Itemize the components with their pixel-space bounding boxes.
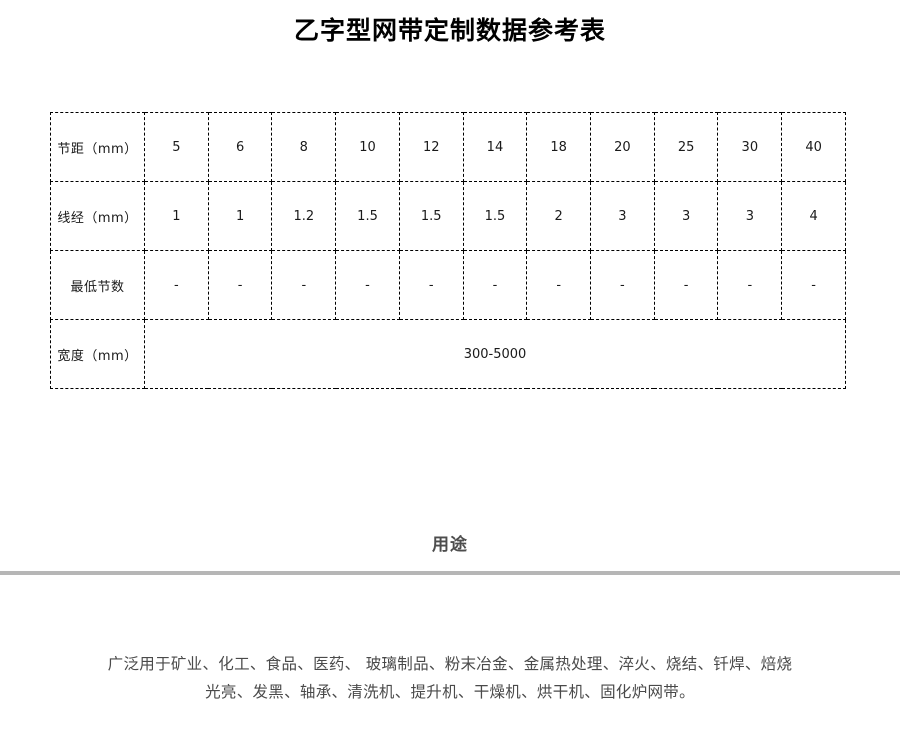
cell-pitch-9: 30: [717, 112, 783, 182]
row-label-wire-diameter: 线经（mm）: [50, 181, 145, 251]
cell-pitch-6: 18: [526, 112, 592, 182]
cell-pitch-7: 20: [590, 112, 655, 182]
row-label-pitch: 节距（mm）: [50, 112, 145, 182]
cell-pitch-5: 14: [462, 112, 528, 182]
usage-line-2: 光亮、发黑、轴承、清洗机、提升机、干燥机、烘干机、固化炉网带。: [205, 683, 695, 701]
cell-minsec-3: -: [335, 250, 400, 320]
cell-minsec-9: -: [717, 250, 783, 320]
cell-wire-2: 1.2: [271, 181, 337, 251]
cell-pitch-8: 25: [653, 112, 719, 182]
cell-pitch-10: 40: [781, 112, 846, 182]
cell-wire-5: 1.5: [462, 181, 528, 251]
cell-wire-7: 3: [590, 181, 655, 251]
usage-description: 广泛用于矿业、化工、食品、医药、 玻璃制品、粉末冶金、金属热处理、淬火、烧结、钎…: [50, 650, 850, 706]
cell-minsec-2: -: [271, 250, 337, 320]
cell-wire-0: 1: [144, 181, 209, 251]
cell-pitch-4: 12: [398, 112, 464, 182]
row-label-width: 宽度（mm）: [50, 319, 145, 389]
cell-minsec-4: -: [398, 250, 464, 320]
usage-heading: 用途: [432, 535, 468, 555]
cell-minsec-0: -: [144, 250, 209, 320]
cell-wire-1: 1: [207, 181, 273, 251]
usage-line-1: 广泛用于矿业、化工、食品、医药、 玻璃制品、粉末冶金、金属热处理、淬火、烧结、钎…: [107, 655, 793, 673]
cell-wire-9: 3: [717, 181, 783, 251]
cell-minsec-5: -: [462, 250, 528, 320]
cell-wire-8: 3: [653, 181, 719, 251]
table-row: 线经（mm） 1 1 1.2 1.5 1.5 1.5 2 3 3 3 4: [50, 181, 846, 251]
spec-table-body: 节距（mm） 5 6 8 10 12 14 18 20 25 30 40 线经（…: [50, 112, 846, 389]
table-row: 最低节数 - - - - - - - - - - -: [50, 250, 846, 320]
cell-minsec-8: -: [653, 250, 719, 320]
cell-wire-10: 4: [781, 181, 846, 251]
cell-minsec-6: -: [526, 250, 592, 320]
cell-width-range: 300-5000: [144, 319, 846, 389]
page-title: 乙字型网带定制数据参考表: [293, 16, 606, 45]
section-divider: [0, 571, 900, 575]
cell-minsec-1: -: [207, 250, 273, 320]
cell-pitch-3: 10: [335, 112, 400, 182]
cell-pitch-2: 8: [271, 112, 337, 182]
cell-wire-3: 1.5: [335, 181, 400, 251]
cell-wire-4: 1.5: [398, 181, 464, 251]
cell-minsec-7: -: [590, 250, 655, 320]
table-row: 宽度（mm） 300-5000: [50, 319, 846, 389]
table-row: 节距（mm） 5 6 8 10 12 14 18 20 25 30 40: [50, 112, 846, 182]
spec-table: 节距（mm） 5 6 8 10 12 14 18 20 25 30 40 线经（…: [50, 112, 846, 389]
cell-pitch-0: 5: [144, 112, 209, 182]
cell-pitch-1: 6: [207, 112, 273, 182]
spec-table-container: 节距（mm） 5 6 8 10 12 14 18 20 25 30 40 线经（…: [50, 112, 846, 389]
row-label-min-sections: 最低节数: [50, 250, 145, 320]
cell-wire-6: 2: [526, 181, 592, 251]
cell-minsec-10: -: [781, 250, 846, 320]
